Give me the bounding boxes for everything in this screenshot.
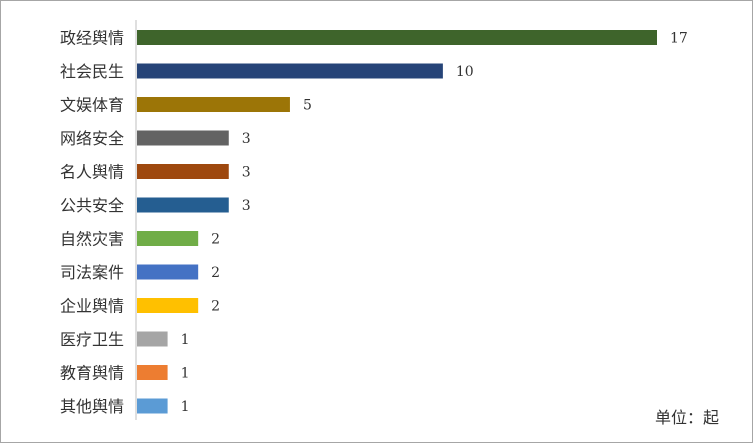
bar <box>137 164 229 179</box>
category-label: 医疗卫生 <box>60 330 124 349</box>
category-label: 公共安全 <box>60 196 124 215</box>
bar <box>137 398 168 414</box>
data-label: 2 <box>211 265 220 281</box>
data-label: 3 <box>242 198 251 214</box>
category-label: 政经舆情 <box>60 29 124 48</box>
bar <box>137 331 168 347</box>
data-label: 1 <box>181 399 190 415</box>
data-label: 2 <box>211 299 220 315</box>
data-label: 17 <box>670 31 688 47</box>
category-label: 企业舆情 <box>60 297 124 316</box>
category-label: 名人舆情 <box>60 163 124 182</box>
data-label: 10 <box>456 64 474 80</box>
bar <box>137 264 199 280</box>
bar <box>137 30 657 45</box>
bar <box>137 97 290 112</box>
data-label: 3 <box>242 131 251 147</box>
category-label: 社会民生 <box>60 62 124 81</box>
bar <box>137 298 199 313</box>
category-label: 网络安全 <box>60 129 124 148</box>
category-label: 文娱体育 <box>60 96 124 115</box>
bars-group: 政经舆情 17 社会民生 10 文娱体育 5 网络安全 3 名人舆情 3 公共安全 3 自然灾害 2 司法案… <box>60 29 688 417</box>
data-label: 1 <box>181 332 190 348</box>
category-label: 自然灾害 <box>60 230 124 249</box>
data-label: 3 <box>242 165 251 181</box>
bar <box>137 63 443 79</box>
unit-label: 单位：起 <box>654 408 719 427</box>
bar <box>137 197 229 213</box>
bar <box>137 231 199 246</box>
category-label: 司法案件 <box>60 263 124 282</box>
category-label: 其他舆情 <box>60 397 124 416</box>
category-label: 教育舆情 <box>60 364 124 383</box>
bar <box>137 365 168 380</box>
data-label: 5 <box>303 98 312 114</box>
data-label: 2 <box>211 232 220 248</box>
bar <box>137 130 229 146</box>
data-label: 1 <box>181 366 190 382</box>
